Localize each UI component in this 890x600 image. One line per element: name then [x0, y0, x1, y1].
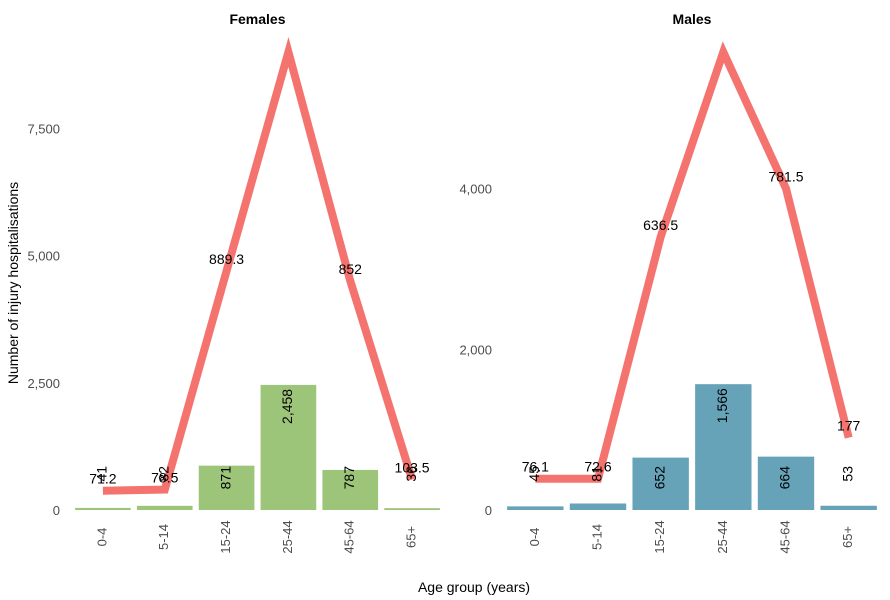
- y-tick-label: 2,000: [459, 342, 492, 357]
- bar-value-label: 41: [94, 466, 110, 482]
- x-tick-label: 15-24: [652, 520, 667, 553]
- bar-value-label: 53: [839, 466, 855, 482]
- line-value-label: 889.3: [209, 251, 244, 267]
- x-tick-label: 0-4: [94, 528, 109, 547]
- line-value-label: 71.2: [89, 471, 116, 487]
- bar-females-45-64: [322, 469, 379, 510]
- chart-panels: Females 0 2,500 5,000 7,500 0-4 5-14 15-24 25-44…: [27, 11, 877, 554]
- bar-males-0-4: [507, 506, 564, 510]
- line-value-label: 781.5: [768, 169, 803, 185]
- line-value-label: 72.6: [584, 459, 611, 475]
- line-value-label: 177: [837, 418, 861, 434]
- line-value-label: 103.5: [395, 459, 430, 475]
- y-axis-title: Number of injury hospitalisations: [5, 182, 21, 384]
- bar-value-label: 1,566: [714, 388, 730, 423]
- y-tick-label: 0: [53, 503, 60, 518]
- panel-title-females: Females: [229, 11, 285, 27]
- bar-value-label: 45: [526, 466, 542, 482]
- x-tick-label: 25-44: [715, 520, 730, 553]
- bar-males-65+: [820, 505, 877, 510]
- x-tick-label: 5-14: [589, 524, 604, 550]
- bar-females-65+: [384, 508, 440, 510]
- x-tick-label: 65+: [404, 526, 419, 548]
- y-tick-label: 7,500: [27, 121, 60, 136]
- line-value-label: 78.5: [151, 470, 178, 486]
- bar-males-45-64: [757, 456, 815, 510]
- line-value-label: 76.1: [522, 459, 549, 475]
- bar-females-0-4: [75, 507, 131, 510]
- line-value-label: 852: [339, 261, 363, 277]
- bar-females-25-44: [260, 384, 317, 510]
- x-tick-label: 45-64: [342, 520, 357, 553]
- bar-females-5-14: [136, 505, 193, 510]
- bar-males-25-44: [695, 384, 752, 510]
- x-tick-label: 45-64: [777, 520, 792, 553]
- y-tick-label: 0: [485, 503, 492, 518]
- bar-value-label: 664: [777, 466, 793, 490]
- x-tick-label: 15-24: [218, 520, 233, 553]
- bar-females-15-24: [198, 465, 255, 510]
- bar-value-label: 81: [589, 466, 605, 482]
- x-tick-label: 5-14: [156, 524, 171, 550]
- y-tick-label: 4,000: [459, 182, 492, 197]
- x-tick-label: 0-4: [527, 528, 542, 547]
- bar-value-label: 787: [341, 466, 357, 490]
- x-tick-label: 25-44: [280, 520, 295, 553]
- panel-males: Males 0 2,000 4,000 0-4 5-14 15-24 25-44 45-64 65…: [459, 11, 877, 554]
- bar-males-15-24: [632, 457, 689, 510]
- line-series-males: [535, 41, 853, 483]
- line-value-label: 636.5: [643, 217, 678, 233]
- y-tick-label: 5,000: [27, 249, 60, 264]
- x-tick-label: 65+: [840, 526, 855, 548]
- x-axis-title: Age group (years): [418, 579, 530, 595]
- y-tick-label: 2,500: [27, 376, 60, 391]
- bar-value-label: 82: [155, 466, 171, 482]
- bar-value-label: 871: [217, 466, 233, 490]
- bar-value-label: 2,458: [279, 389, 295, 424]
- panel-females: Females 0 2,500 5,000 7,500 0-4 5-14 15-24 25-44…: [27, 11, 440, 554]
- bar-value-label: 652: [651, 466, 667, 490]
- panel-title-males: Males: [673, 11, 712, 27]
- bar-value-label: 36: [403, 466, 419, 482]
- line-series-females: [102, 36, 416, 495]
- bar-males-5-14: [569, 503, 627, 510]
